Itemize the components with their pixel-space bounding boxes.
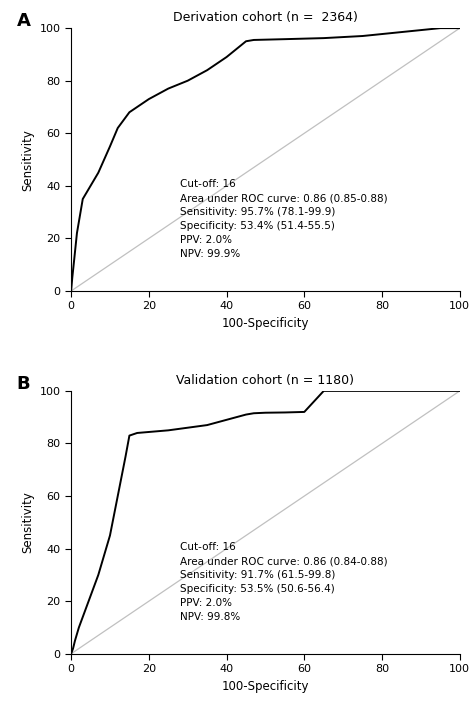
Text: B: B [17, 375, 30, 393]
X-axis label: 100-Specificity: 100-Specificity [222, 680, 309, 692]
Title: Derivation cohort (n =  2364): Derivation cohort (n = 2364) [173, 11, 358, 24]
Title: Validation cohort (n = 1180): Validation cohort (n = 1180) [176, 374, 355, 387]
Y-axis label: Sensitivity: Sensitivity [21, 491, 34, 553]
Text: Cut-off: 16
Area under ROC curve: 0.86 (0.84-0.88)
Sensitivity: 91.7% (61.5-99.8: Cut-off: 16 Area under ROC curve: 0.86 (… [180, 542, 388, 622]
Text: A: A [17, 13, 30, 30]
Y-axis label: Sensitivity: Sensitivity [21, 129, 34, 191]
Text: Cut-off: 16
Area under ROC curve: 0.86 (0.85-0.88)
Sensitivity: 95.7% (78.1-99.9: Cut-off: 16 Area under ROC curve: 0.86 (… [180, 179, 388, 259]
X-axis label: 100-Specificity: 100-Specificity [222, 317, 309, 330]
